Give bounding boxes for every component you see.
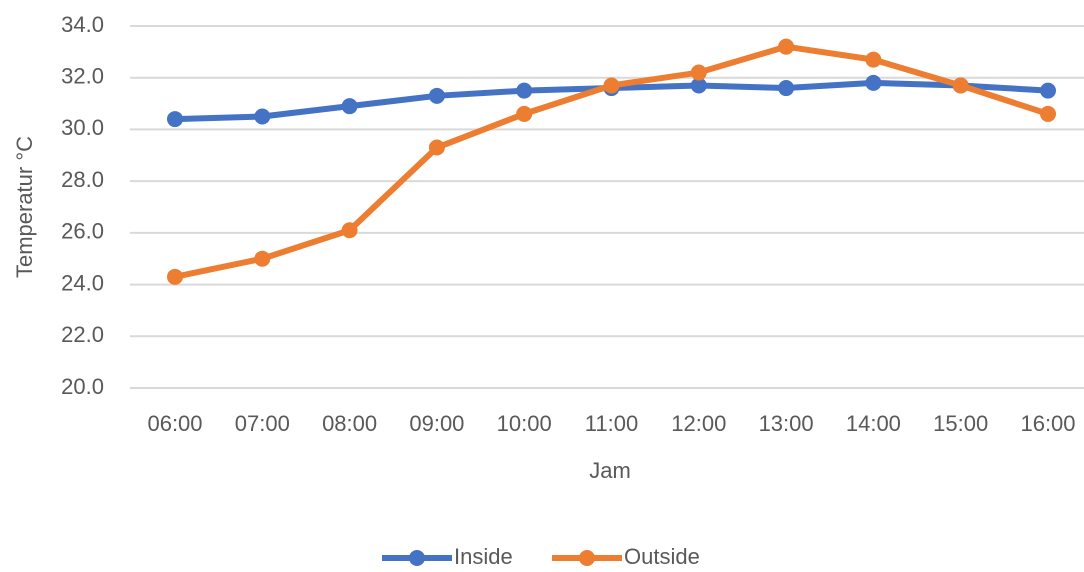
x-tick-label: 11:00 xyxy=(585,411,638,436)
y-tick-label: 20.0 xyxy=(61,374,104,399)
y-tick-label: 24.0 xyxy=(61,270,104,295)
y-tick-label: 22.0 xyxy=(61,322,104,347)
legend-label: Inside xyxy=(454,544,513,569)
x-tick-label: 12:00 xyxy=(671,411,726,436)
y-tick-label: 32.0 xyxy=(61,64,104,89)
legend-marker xyxy=(579,550,595,566)
data-point xyxy=(516,105,533,122)
data-point xyxy=(778,80,795,97)
data-point xyxy=(865,51,882,68)
data-point xyxy=(690,64,707,81)
data-point xyxy=(341,98,358,115)
x-tick-label: 07:00 xyxy=(235,411,290,436)
data-point xyxy=(428,139,445,156)
data-point xyxy=(603,77,620,94)
y-tick-label: 30.0 xyxy=(61,115,104,140)
data-point xyxy=(254,250,271,267)
x-tick-label: 13:00 xyxy=(759,411,814,436)
data-point xyxy=(341,222,358,239)
data-point xyxy=(690,77,707,94)
x-tick-label: 10:00 xyxy=(497,411,552,436)
x-tick-label: 08:00 xyxy=(322,411,377,436)
x-tick-label: 09:00 xyxy=(409,411,464,436)
y-tick-label: 26.0 xyxy=(61,219,104,244)
legend-marker xyxy=(409,550,425,566)
data-point xyxy=(778,38,795,55)
data-point xyxy=(516,82,533,99)
y-tick-label: 28.0 xyxy=(61,167,104,192)
x-tick-label: 14:00 xyxy=(846,411,901,436)
x-tick-label: 15:00 xyxy=(933,411,988,436)
data-point xyxy=(428,87,445,104)
data-point xyxy=(952,77,969,94)
data-point xyxy=(254,108,271,125)
x-tick-label: 16:00 xyxy=(1020,411,1075,436)
y-tick-label: 34.0 xyxy=(61,12,104,37)
data-point xyxy=(167,268,183,285)
data-point xyxy=(865,74,882,91)
y-axis-label: Temperatur °C xyxy=(12,136,37,278)
x-tick-label: 06:00 xyxy=(147,411,202,436)
x-axis-label: Jam xyxy=(589,458,631,483)
data-point xyxy=(1040,105,1056,122)
legend-label: Outside xyxy=(624,544,700,569)
data-point xyxy=(1040,82,1056,99)
data-point xyxy=(167,111,183,128)
